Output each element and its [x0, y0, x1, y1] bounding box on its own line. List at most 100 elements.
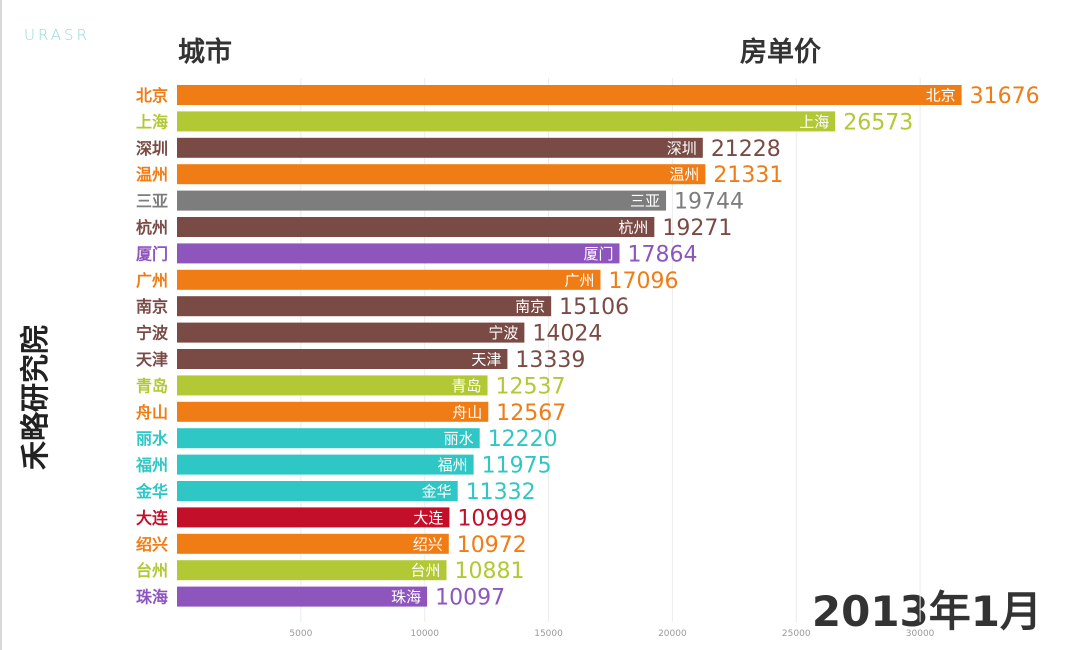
- bar-inner-label: 深圳: [667, 139, 697, 157]
- x-tick-label: 25000: [782, 629, 811, 639]
- price-column-header: 房单价: [740, 37, 821, 68]
- bar-row: 天津 天津 13339: [136, 348, 585, 373]
- value-label: 17864: [627, 242, 697, 267]
- bar-inner-label: 上海: [799, 113, 829, 131]
- category-label: 丽水: [136, 429, 169, 448]
- bar-row: 北京 北京 31676: [136, 84, 1040, 109]
- bar-row: 金华 金华 11332: [135, 480, 536, 505]
- window-edge: [0, 0, 2, 650]
- value-label: 11332: [466, 480, 536, 505]
- category-label: 福州: [135, 456, 168, 475]
- bar-inner-label: 北京: [926, 87, 956, 105]
- x-tick-label: 20000: [658, 629, 687, 639]
- bar-inner-label: 青岛: [452, 377, 482, 395]
- bar-row: 厦门 厦门 17864: [136, 242, 698, 267]
- bar-inner-label: 天津: [471, 351, 501, 369]
- bar-row: 舟山 舟山 12567: [136, 401, 566, 426]
- bar: [177, 296, 552, 317]
- x-tick-label: 15000: [534, 629, 563, 639]
- bar: [177, 375, 488, 396]
- bar-row: 台州 台州 10881: [136, 559, 525, 584]
- value-label: 15106: [559, 295, 629, 320]
- bar-row: 温州 温州 21331: [135, 163, 783, 188]
- bar-row: 三亚 三亚 19744: [136, 190, 744, 215]
- value-label: 12567: [496, 401, 566, 426]
- x-tick-label: 5000: [289, 629, 312, 639]
- bar-row: 杭州 杭州 19271: [136, 216, 732, 241]
- bar: [177, 322, 525, 343]
- bar-inner-label: 广州: [564, 271, 594, 289]
- bar-inner-label: 舟山: [452, 403, 482, 421]
- bar-inner-label: 杭州: [618, 219, 648, 237]
- bar-inner-label: 台州: [411, 562, 441, 580]
- bar-row: 丽水 丽水 12220: [136, 427, 558, 452]
- x-tick-label: 30000: [906, 629, 935, 639]
- value-label: 12537: [496, 374, 566, 399]
- value-label: 11975: [482, 454, 552, 479]
- bar-inner-label: 厦门: [583, 245, 613, 263]
- bar-row: 广州 广州 17096: [136, 269, 678, 294]
- category-label: 台州: [136, 561, 168, 580]
- category-label: 舟山: [136, 403, 168, 422]
- category-label: 上海: [136, 112, 168, 131]
- value-label: 19744: [674, 190, 744, 215]
- x-axis-ticks: 5000 10000 15000 20000 25000 30000: [289, 629, 934, 639]
- bar: [177, 349, 508, 369]
- category-label: 金华: [135, 482, 168, 501]
- bar: [177, 243, 620, 264]
- value-label: 13339: [515, 348, 585, 373]
- bar-inner-label: 宁波: [488, 324, 518, 342]
- bar-inner-label: 三亚: [630, 192, 660, 210]
- bar-row: 宁波 宁波 14024: [136, 322, 602, 347]
- value-label: 19271: [662, 216, 732, 241]
- bar: [177, 85, 962, 105]
- category-label: 天津: [136, 350, 168, 369]
- value-label: 12220: [488, 427, 558, 452]
- bar-row: 绍兴 绍兴 10972: [136, 533, 527, 558]
- value-label: 31676: [970, 84, 1040, 109]
- date-label: 2013年1月: [811, 587, 1042, 636]
- value-label: 10999: [457, 506, 527, 531]
- bar-inner-label: 绍兴: [413, 535, 443, 553]
- bar: [177, 560, 447, 581]
- bar-row: 南京 南京 15106: [136, 295, 629, 320]
- bar: [177, 586, 428, 607]
- bar: [177, 481, 458, 501]
- bar-row: 青岛 青岛 12537: [136, 374, 566, 399]
- bar-row: 福州 福州 11975: [135, 454, 552, 479]
- bar: [177, 269, 601, 290]
- city-column-header: 城市: [178, 37, 232, 68]
- bar: [177, 454, 474, 475]
- category-label: 三亚: [136, 192, 168, 211]
- bar-inner-label: 丽水: [444, 430, 474, 448]
- category-label: 温州: [135, 165, 168, 184]
- category-label: 珠海: [136, 588, 168, 607]
- value-label: 21331: [713, 163, 783, 188]
- bar: [177, 137, 703, 158]
- category-label: 宁波: [136, 324, 169, 343]
- bar-inner-label: 福州: [438, 456, 468, 474]
- x-tick-label: 10000: [410, 629, 439, 639]
- bar-row: 珠海 珠海 10097: [136, 586, 505, 611]
- bar-row: 深圳 深圳 21228: [136, 137, 781, 162]
- value-label: 21228: [711, 137, 781, 162]
- bar-inner-label: 珠海: [391, 588, 421, 606]
- bar-row: 上海 上海 26573: [136, 110, 913, 135]
- category-label: 广州: [136, 271, 168, 290]
- bar: [177, 428, 480, 449]
- category-label: 厦门: [136, 244, 168, 263]
- value-label: 10881: [455, 559, 525, 584]
- bar: [177, 507, 450, 528]
- bar: [177, 164, 706, 185]
- bar: [177, 217, 655, 237]
- category-label: 深圳: [136, 139, 168, 158]
- bar: [177, 401, 489, 422]
- category-label: 南京: [136, 297, 168, 316]
- value-label: 26573: [843, 110, 913, 135]
- category-label: 大连: [136, 508, 169, 527]
- category-label: 杭州: [136, 218, 168, 237]
- bar: [177, 190, 667, 211]
- category-label: 青岛: [136, 376, 168, 395]
